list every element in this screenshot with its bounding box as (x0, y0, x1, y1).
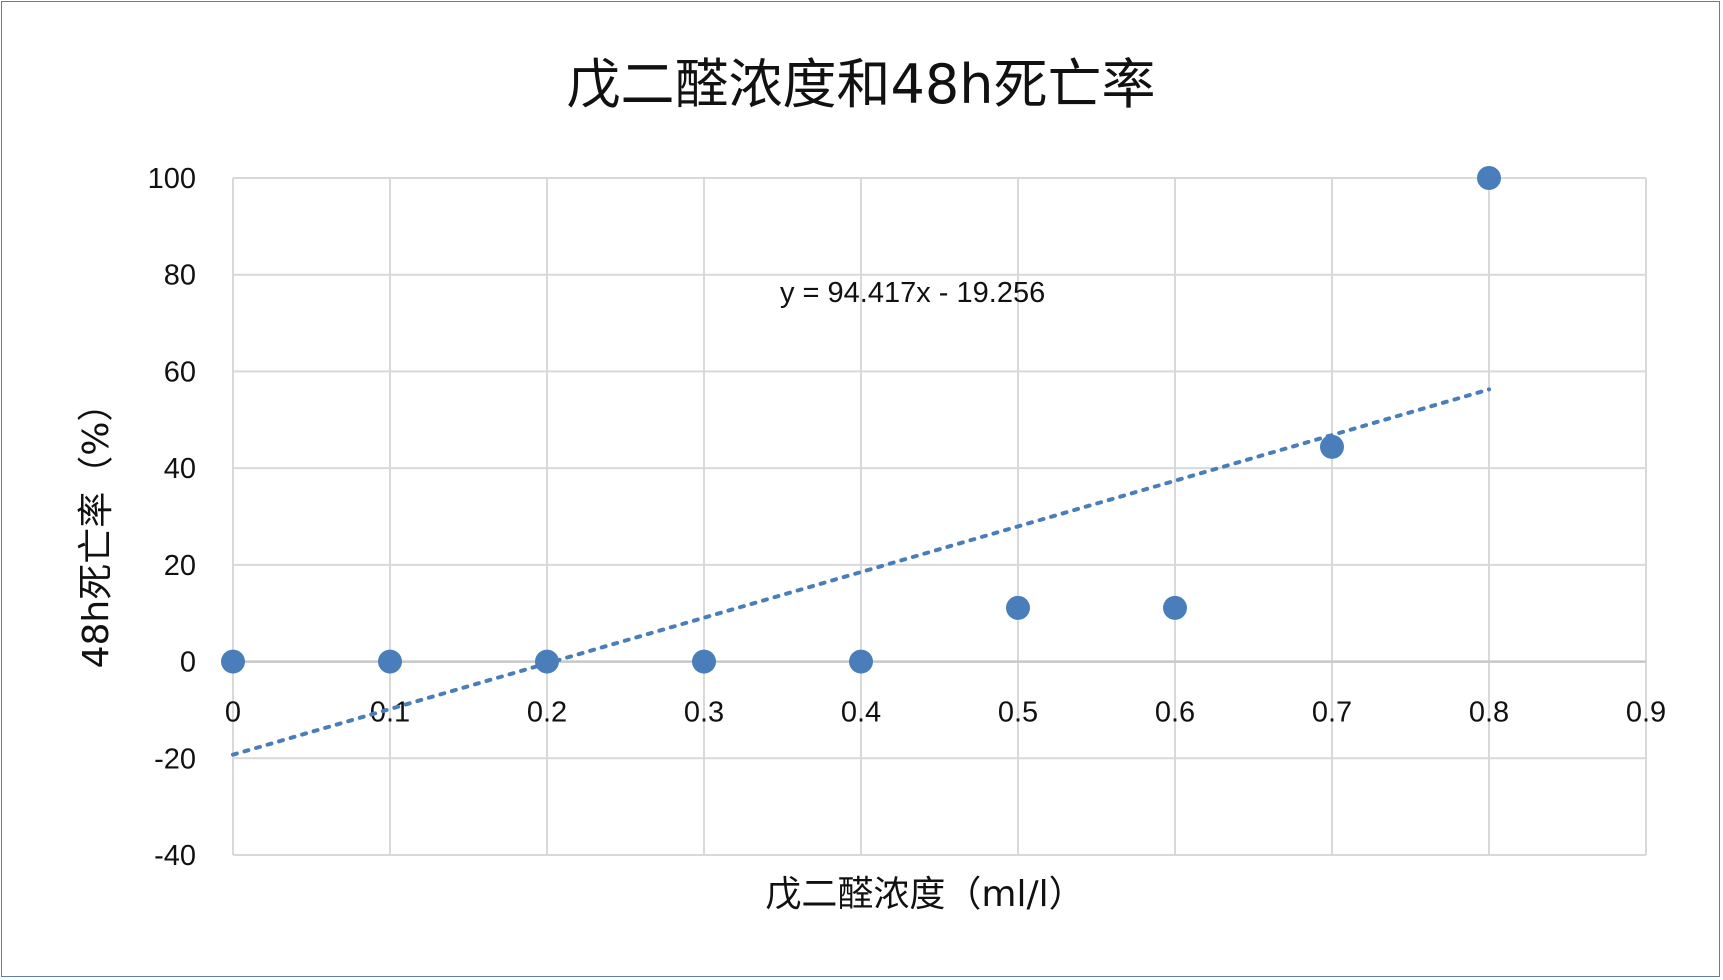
x-tick-label: 0.6 (1155, 697, 1195, 729)
x-tick-label: 0.2 (527, 697, 567, 729)
data-point (692, 649, 716, 674)
data-points (221, 166, 1501, 674)
grid (232, 177, 1647, 856)
y-tick-label: 20 (164, 550, 196, 582)
data-point (1006, 595, 1030, 620)
y-tick-label: -20 (154, 743, 196, 775)
y-tick-label: 40 (164, 453, 196, 485)
y-tick-label: 60 (164, 356, 196, 388)
data-point (1163, 595, 1187, 620)
y-tick-label: 100 (148, 163, 196, 195)
y-tick-labels: 100 80 60 40 20 0 -20 -40 (148, 163, 196, 872)
x-axis-label: 戊二醛浓度（ml/l） (765, 874, 1084, 915)
y-tick-label: 80 (164, 260, 196, 292)
trendline-group (231, 387, 1491, 757)
trendline-equation: y = 94.417x - 19.256 (780, 277, 1045, 309)
x-tick-label: 0.4 (841, 697, 881, 729)
y-tick-label: -40 (154, 840, 196, 872)
x-tick-label: 0.5 (998, 697, 1038, 729)
data-point (1477, 166, 1501, 190)
data-point (849, 649, 873, 674)
x-tick-label: 0.3 (684, 697, 724, 729)
data-point (378, 649, 402, 674)
trendline (231, 387, 1491, 757)
x-tick-labels: 0 0.1 0.2 0.3 0.4 0.5 0.6 0.7 0.8 0.9 (225, 697, 1666, 729)
x-tick-label: 0.8 (1469, 697, 1509, 729)
data-point (1320, 434, 1344, 459)
y-axis-label: 48h死亡率（%） (76, 386, 117, 669)
y-tick-label: 0 (180, 647, 196, 679)
data-point (221, 649, 245, 674)
chart-title: 戊二醛浓度和48h死亡率 (567, 53, 1156, 116)
data-point (535, 649, 559, 674)
x-tick-label: 0.9 (1626, 697, 1666, 729)
x-tick-label: 0 (225, 697, 241, 729)
x-tick-label: 0.7 (1312, 697, 1352, 729)
